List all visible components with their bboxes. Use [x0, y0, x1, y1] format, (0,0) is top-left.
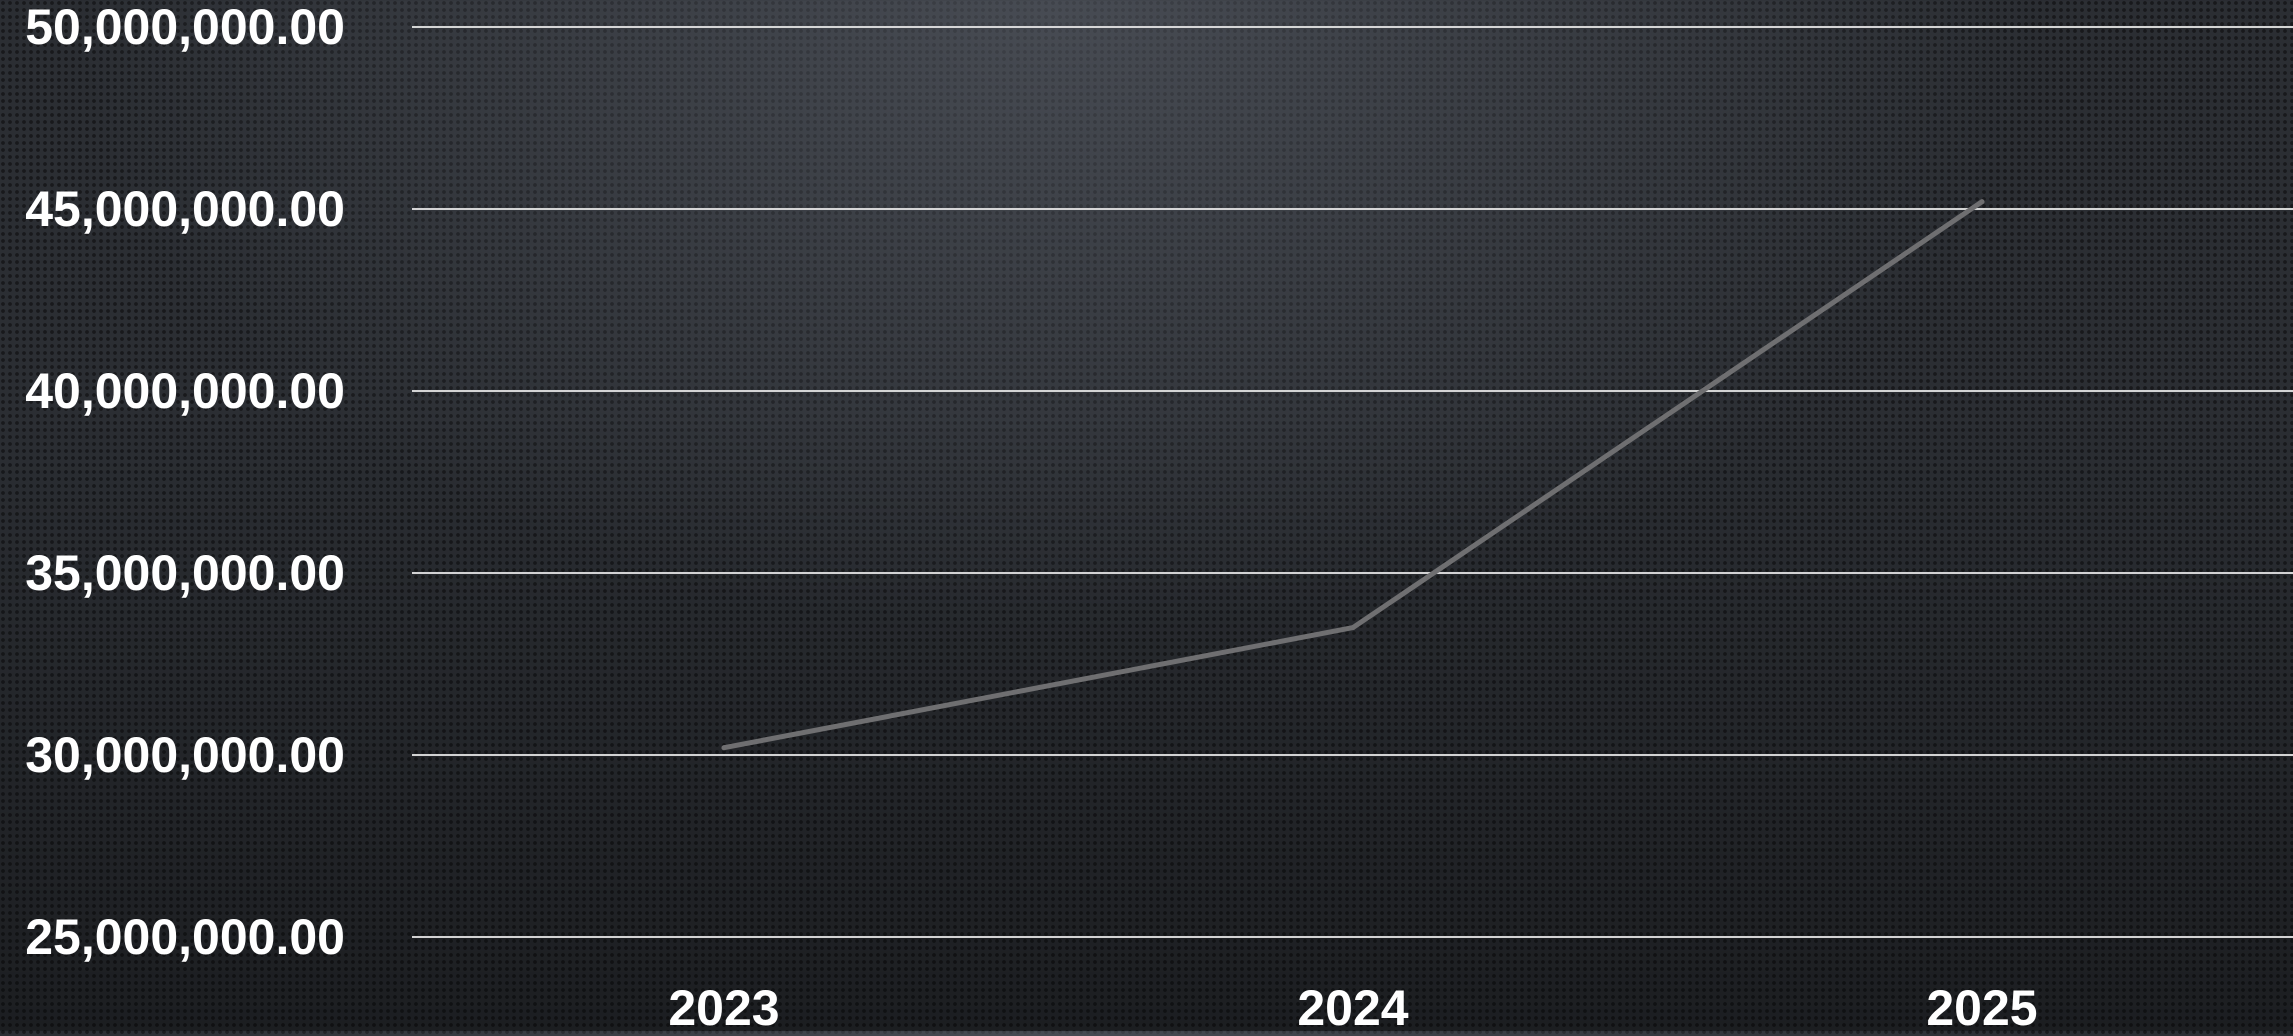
y-tick-label: 35,000,000.00	[25, 545, 345, 601]
data-point	[1979, 199, 1985, 205]
y-tick-label: 40,000,000.00	[25, 363, 345, 419]
y-axis-tick-labels: 50,000,000.00 45,000,000.00 40,000,000.00 3…	[25, 0, 345, 965]
y-tick-label: 30,000,000.00	[25, 727, 345, 783]
x-axis-tick-labels: 2023 2024 2025	[668, 980, 2037, 1036]
y-tick-label: 25,000,000.00	[25, 909, 345, 965]
y-tick-label: 45,000,000.00	[25, 181, 345, 237]
data-point	[1350, 625, 1356, 631]
series-line	[721, 199, 1985, 751]
y-tick-label: 50,000,000.00	[25, 0, 345, 55]
x-tick-label: 2024	[1297, 980, 1408, 1031]
data-point	[721, 745, 727, 751]
series-layer	[721, 199, 1985, 751]
x-tick-label: 2025	[1926, 980, 2037, 1031]
gridlines	[412, 26, 2293, 938]
x-tick-label: 2023	[668, 980, 779, 1031]
